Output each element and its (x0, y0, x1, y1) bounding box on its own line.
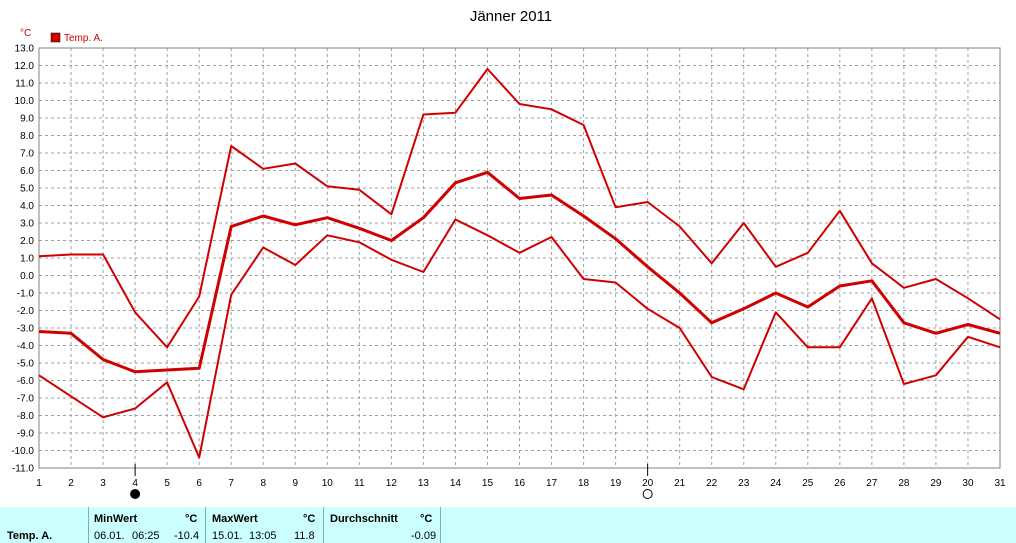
y-tick-label: -8.0 (17, 411, 35, 422)
avg-value: -0.09 (411, 530, 437, 542)
y-tick-label: -4.0 (17, 341, 35, 352)
y-tick-label: 2.0 (20, 236, 34, 247)
y-tick-label: 7.0 (20, 149, 34, 160)
max-time: 13:05 (249, 530, 277, 542)
y-tick-label: -2.0 (17, 306, 35, 317)
grid (39, 47, 1000, 469)
y-tick-label: 3.0 (20, 219, 34, 230)
x-tick-label: 2 (68, 478, 74, 489)
new-moon-icon (130, 489, 141, 499)
series-line-max (38, 68, 1001, 349)
y-tick-label: 1.0 (20, 254, 34, 265)
x-tick-label: 23 (738, 478, 750, 489)
divider (440, 507, 441, 543)
divider (88, 507, 89, 543)
statistics-footer: Temp. A. MinWert °C 06.01. 06:25 -10.4 M… (0, 507, 1016, 543)
x-tick-label: 15 (482, 478, 494, 489)
x-tick-label: 21 (674, 478, 686, 489)
y-tick-label: 13.0 (15, 44, 35, 55)
x-tick-label: 10 (322, 478, 334, 489)
y-tick-label: 11.0 (15, 79, 34, 90)
avg-label: Durchschnitt (330, 513, 398, 525)
moon-markers (130, 464, 653, 499)
y-tick-label: 5.0 (20, 184, 34, 195)
legend-label: Temp. A. (64, 33, 103, 44)
avg-cell: Durchschnitt °C -0.09 (324, 507, 440, 543)
station-cell: Temp. A. (0, 507, 88, 543)
x-tick-label: 11 (354, 478, 365, 489)
max-label: MaxWert (212, 513, 258, 525)
y-tick-label: 9.0 (20, 114, 34, 125)
x-tick-label: 20 (642, 478, 654, 489)
x-tick-label: 14 (450, 478, 462, 489)
y-tick-label: -6.0 (17, 376, 35, 387)
x-tick-label: 28 (898, 478, 910, 489)
y-tick-label: 6.0 (20, 166, 34, 177)
x-tick-label: 17 (546, 478, 558, 489)
x-tick-label: 25 (802, 478, 814, 489)
x-tick-label: 29 (930, 478, 942, 489)
y-tick-label: 10.0 (15, 96, 35, 107)
max-unit: °C (303, 513, 316, 525)
y-tick-label: 8.0 (20, 131, 34, 142)
y-tick-label: -7.0 (17, 394, 35, 405)
y-tick-label: -10.0 (11, 446, 34, 457)
divider (323, 507, 324, 543)
min-cell: MinWert °C 06.01. 06:25 -10.4 (89, 507, 205, 543)
station-name: Temp. A. (7, 530, 53, 542)
avg-unit: °C (420, 513, 433, 525)
plot-frame (38, 47, 1001, 469)
x-tick-label: 24 (770, 478, 782, 489)
x-tick-label: 18 (578, 478, 590, 489)
y-unit-label: °C (20, 28, 31, 39)
x-tick-label: 26 (834, 478, 846, 489)
chart-title: Jänner 2011 (470, 8, 552, 25)
max-date: 15.01. (212, 530, 243, 542)
y-tick-label: -11.0 (12, 464, 34, 475)
x-tick-label: 12 (386, 478, 398, 489)
x-tick-label: 16 (514, 478, 526, 489)
y-tick-label: 0.0 (20, 271, 34, 282)
y-tick-label: -9.0 (17, 429, 35, 440)
y-tick-label: -1.0 (17, 289, 35, 300)
x-tick-label: 5 (164, 478, 170, 489)
y-axis: 13.0 12.0 11.0 10.0 9.0 8.0 7.0 6.0 5.0 4.0 3.0 2.0… (11, 44, 34, 475)
x-tick-label: 31 (994, 478, 1006, 489)
legend-swatch (50, 32, 61, 43)
temperature-chart: Jänner 2011 °C Temp. A. 13.012.011.010.0… (11, 8, 1006, 499)
min-unit: °C (185, 513, 198, 525)
x-tick-label: 3 (100, 478, 106, 489)
min-value: -10.4 (174, 530, 200, 542)
min-date: 06.01. (94, 530, 125, 542)
x-tick-label: 7 (228, 478, 234, 489)
full-moon-icon (642, 489, 653, 499)
x-tick-label: 13 (418, 478, 430, 489)
y-tick-label: 4.0 (20, 201, 34, 212)
max-cell: MaxWert °C 15.01. 13:05 11.8 (206, 507, 323, 543)
y-tick-label: -5.0 (17, 359, 35, 370)
min-time: 06:25 (132, 530, 160, 542)
x-tick-label: 4 (132, 478, 138, 489)
x-tick-label: 8 (260, 478, 266, 489)
x-axis: 1 2 3 4 5 6 7 8 9 10 11 12 13 14 15 16 17 18 19 20 21 22 23 24 2… (36, 478, 1006, 489)
series-line-mean (38, 170, 1001, 374)
divider (205, 507, 206, 543)
x-tick-label: 27 (866, 478, 878, 489)
series-layer (38, 68, 1001, 459)
x-tick-label: 9 (292, 478, 298, 489)
y-tick-label: -3.0 (17, 324, 35, 335)
max-value: 11.8 (294, 530, 315, 542)
x-tick-label: 30 (962, 478, 974, 489)
x-tick-label: 6 (196, 478, 202, 489)
min-label: MinWert (94, 513, 138, 525)
y-tick-label: 12.0 (15, 61, 35, 72)
x-tick-label: 22 (706, 478, 718, 489)
series-line-min (38, 218, 1001, 459)
x-tick-label: 1 (36, 478, 42, 489)
x-tick-label: 19 (610, 478, 622, 489)
